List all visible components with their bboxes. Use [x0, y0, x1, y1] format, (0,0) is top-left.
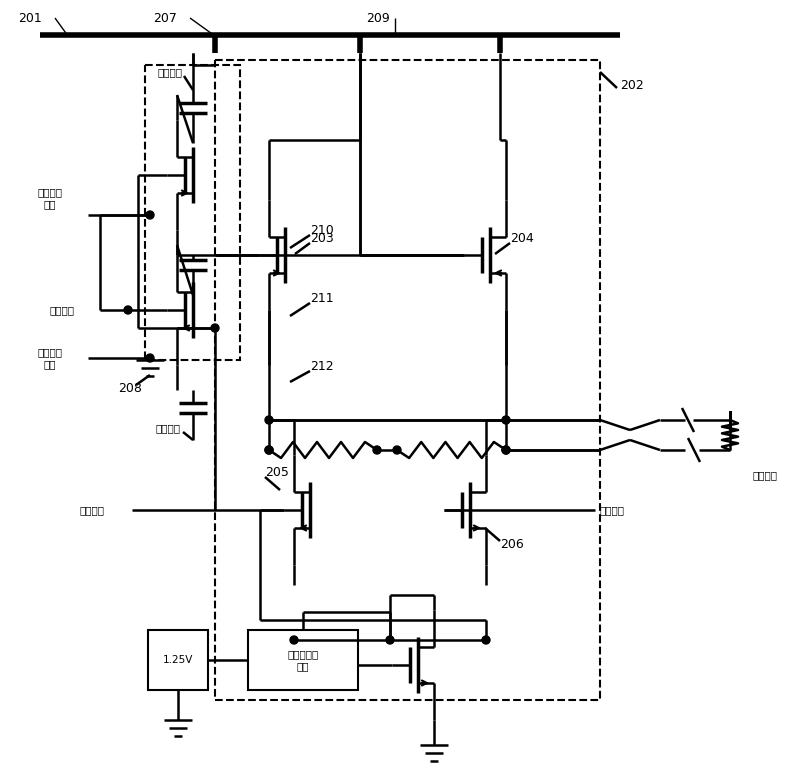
Bar [145, 65, 240, 360]
Text: 202: 202 [620, 78, 644, 92]
Circle shape [290, 636, 298, 644]
Text: 204: 204 [510, 231, 534, 245]
Circle shape [393, 446, 401, 454]
Circle shape [265, 416, 273, 424]
Circle shape [265, 446, 273, 454]
Text: 第二偏置
电压: 第二偏置 电压 [38, 347, 62, 368]
Text: 第二信号: 第二信号 [158, 67, 182, 77]
Circle shape [373, 446, 381, 454]
Text: 201: 201 [18, 12, 42, 24]
Text: 第一信号: 第一信号 [600, 505, 625, 515]
Text: 211: 211 [310, 292, 334, 304]
Circle shape [146, 354, 154, 362]
Text: 第一偏置
电压: 第一偏置 电压 [38, 187, 62, 209]
Circle shape [146, 211, 154, 219]
Text: 209: 209 [366, 12, 390, 24]
Circle shape [482, 636, 490, 644]
Circle shape [502, 446, 510, 454]
Text: 208: 208 [118, 382, 142, 394]
Text: 1.25V: 1.25V [163, 655, 193, 665]
Circle shape [124, 306, 132, 314]
Text: 210: 210 [310, 223, 334, 237]
Text: 外部负载: 外部负载 [753, 470, 778, 480]
Circle shape [211, 324, 219, 332]
Bar [148, 630, 208, 690]
Text: 203: 203 [310, 231, 334, 245]
Text: 共模负反馈
电路: 共模负反馈 电路 [287, 649, 318, 671]
Text: 212: 212 [310, 360, 334, 372]
Bar [215, 60, 600, 700]
Circle shape [502, 416, 510, 424]
Circle shape [502, 446, 510, 454]
Circle shape [386, 636, 394, 644]
Text: 205: 205 [265, 466, 289, 478]
Text: 第二信号: 第二信号 [155, 423, 181, 433]
Text: 第二信号: 第二信号 [79, 505, 105, 515]
Text: 第一信号: 第一信号 [50, 305, 74, 315]
Circle shape [265, 446, 273, 454]
Text: 206: 206 [500, 539, 524, 551]
Text: 207: 207 [153, 12, 177, 24]
Bar [248, 630, 358, 690]
